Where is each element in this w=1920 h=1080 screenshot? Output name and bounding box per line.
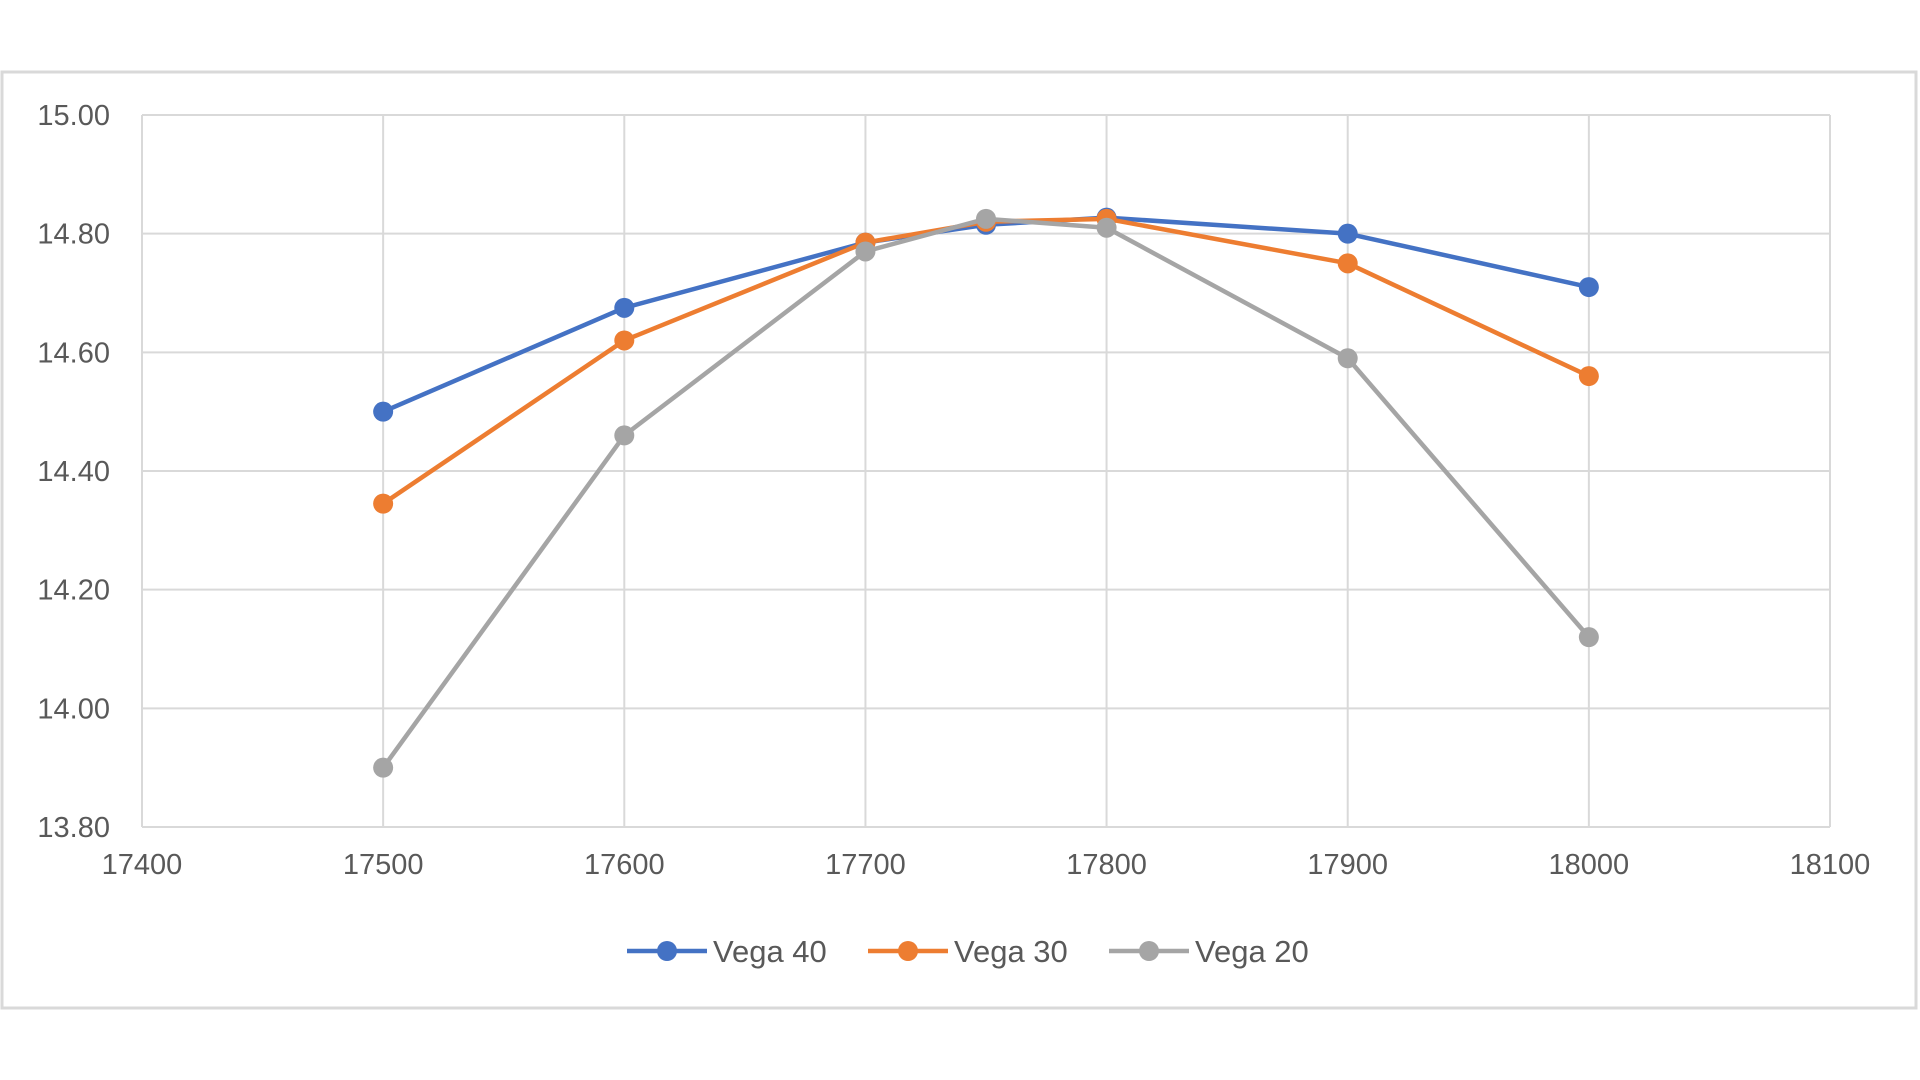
y-tick-label: 14.40 <box>37 456 110 488</box>
data-point <box>855 241 876 262</box>
legend-entry: Vega 20 <box>1109 934 1309 969</box>
data-point <box>1578 277 1599 298</box>
gridlines <box>141 114 1831 828</box>
y-tick-label: 14.60 <box>37 337 110 369</box>
y-tick-label: 14.80 <box>37 219 110 251</box>
x-tick-label: 17500 <box>343 849 424 881</box>
legend-label: Vega 20 <box>1195 934 1309 969</box>
data-point <box>1337 223 1358 244</box>
x-tick-label: 18100 <box>1790 849 1871 881</box>
data-point <box>373 401 394 422</box>
data-point <box>1578 366 1599 387</box>
legend-marker <box>898 941 918 961</box>
x-tick-label: 17800 <box>1066 849 1147 881</box>
data-point <box>373 757 394 778</box>
legend-entry: Vega 40 <box>627 934 827 969</box>
x-tick-label: 17700 <box>825 849 906 881</box>
data-point <box>1337 348 1358 369</box>
data-point <box>1096 217 1117 238</box>
data-point <box>614 330 635 351</box>
legend-entry: Vega 30 <box>868 934 1068 969</box>
data-point <box>614 425 635 446</box>
series-lines <box>373 207 1599 778</box>
y-tick-label: 15.00 <box>37 100 110 132</box>
data-point <box>1578 627 1599 648</box>
data-point <box>614 297 635 318</box>
series-vega-20 <box>373 208 1599 778</box>
data-point <box>373 493 394 514</box>
legend-label: Vega 40 <box>713 934 827 969</box>
y-tick-label: 13.80 <box>37 812 110 844</box>
y-tick-label: 14.00 <box>37 693 110 725</box>
x-tick-label: 18000 <box>1549 849 1630 881</box>
legend-marker <box>1139 941 1159 961</box>
axis-labels: 15.00 14.80 14.60 14.40 14.20 14.00 13.80 17400… <box>37 100 1870 881</box>
legend-marker <box>657 941 677 961</box>
x-tick-label: 17600 <box>584 849 665 881</box>
data-point <box>976 208 996 229</box>
legend: Vega 40 Vega 30 Vega 20 <box>627 934 1309 969</box>
legend-label: Vega 30 <box>954 934 1068 969</box>
x-tick-label: 17400 <box>102 849 183 881</box>
y-tick-label: 14.20 <box>37 575 110 607</box>
data-point <box>1337 253 1358 274</box>
x-tick-label: 17900 <box>1307 849 1388 881</box>
